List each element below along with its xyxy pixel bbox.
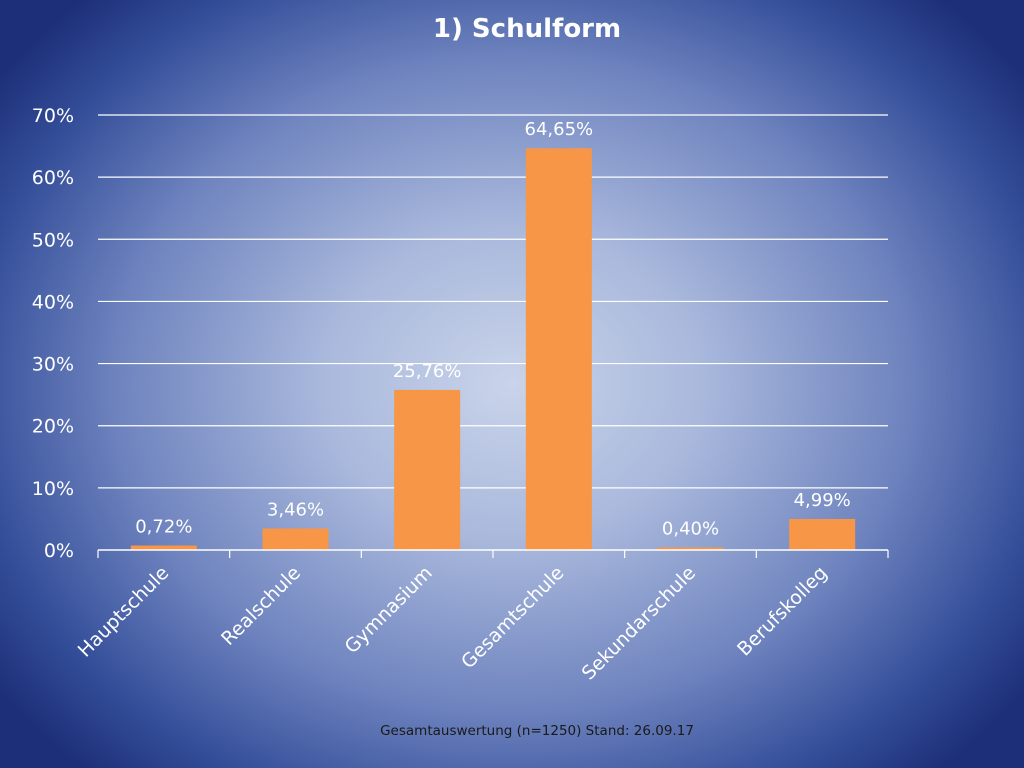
data-label: 25,76% — [393, 361, 462, 382]
x-category-label: Gesamtschule — [457, 562, 568, 673]
bar-berufskolleg — [789, 518, 856, 550]
x-axis — [97, 549, 889, 558]
data-label: 0,40% — [662, 519, 719, 540]
y-tick-label: 10% — [32, 478, 74, 500]
data-label: 64,65% — [525, 119, 594, 140]
bar-sekundarschule — [657, 547, 724, 550]
gridlines — [98, 114, 888, 489]
y-axis-tick-labels: 0% 10% 20% 30% 40% 50% 60% 70% — [32, 105, 74, 562]
y-tick-label: 0% — [44, 540, 74, 562]
slide-title: 1) Schulform — [432, 14, 622, 44]
bars — [130, 148, 856, 550]
y-tick-label: 40% — [32, 291, 74, 313]
x-axis-category-labels: Hauptschule Realschule Gymnasium Gesamtschu… — [74, 562, 832, 684]
y-tick-label: 60% — [32, 167, 74, 189]
bar-gesamtschule — [525, 148, 592, 550]
data-labels: 0,72% 3,46% 25,76% 64,65% 0,40% 4,99% — [135, 119, 851, 539]
x-category-label: Sekundarschule — [578, 562, 700, 684]
bar-realschule — [262, 528, 329, 550]
y-tick-label: 20% — [32, 416, 74, 438]
x-category-label: Berufskolleg — [733, 562, 832, 661]
x-category-label: Realschule — [217, 562, 305, 650]
y-tick-label: 70% — [32, 105, 74, 127]
data-label: 3,46% — [267, 499, 324, 520]
data-label: 0,72% — [135, 517, 192, 538]
x-category-label: Gymnasium — [341, 562, 437, 658]
x-category-label: Hauptschule — [74, 562, 174, 662]
y-tick-label: 30% — [32, 354, 74, 376]
footer-note: Gesamtauswertung (n=1250) Stand: 26.09.1… — [380, 723, 694, 739]
bar-gymnasium — [394, 389, 461, 550]
y-tick-label: 50% — [32, 229, 74, 251]
bar-hauptschule — [130, 545, 197, 550]
data-label: 4,99% — [794, 490, 851, 511]
